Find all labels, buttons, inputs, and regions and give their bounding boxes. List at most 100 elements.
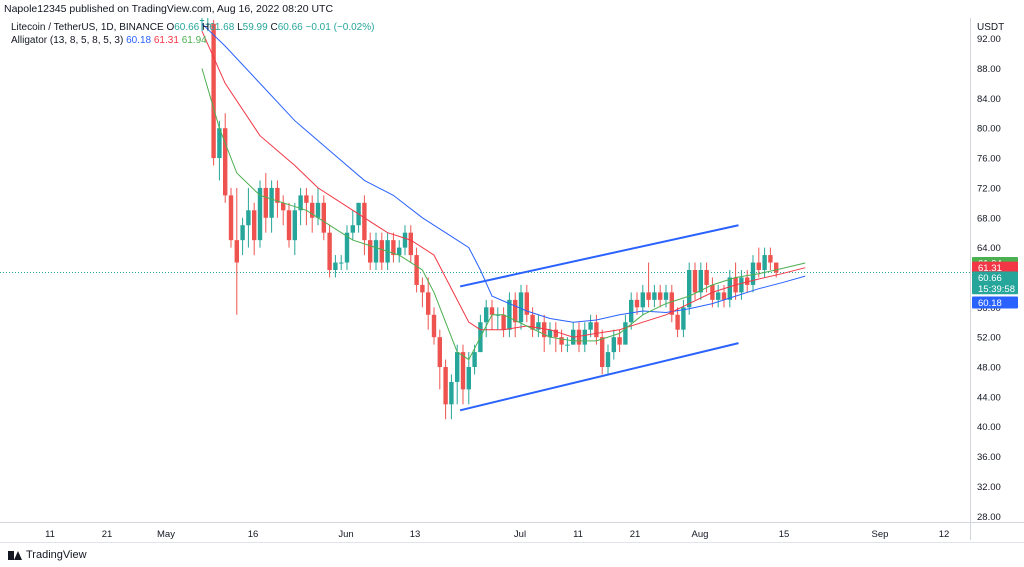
candle (658, 284, 663, 308)
candle (750, 255, 756, 293)
candle-body (379, 240, 384, 263)
candle (292, 202, 297, 256)
candle-body (646, 292, 651, 300)
candle-body (298, 195, 303, 211)
candle-body (675, 314, 680, 330)
candle (484, 299, 489, 338)
candle (507, 292, 512, 338)
candle (362, 195, 367, 256)
x-tick-label: 21 (630, 529, 641, 540)
candle (286, 202, 292, 248)
candle (408, 225, 413, 263)
candle (605, 344, 611, 375)
candle-body (750, 262, 756, 285)
tradingview-logo[interactable]: TradingView (8, 549, 87, 561)
candle (669, 284, 674, 323)
close-label: C (270, 22, 278, 33)
candle (339, 255, 344, 270)
y-tick-label: 68.00 (977, 213, 1001, 224)
teeth-value: 61.31 (153, 35, 179, 46)
candle (733, 262, 738, 300)
candle-body (246, 210, 251, 226)
candle (252, 202, 257, 256)
candle-body (211, 23, 216, 159)
x-tick-label: 21 (102, 529, 113, 540)
candle-body (484, 307, 489, 323)
candle-body (559, 337, 564, 345)
candle (455, 344, 460, 405)
currency-label: USDT (977, 22, 1004, 33)
candle (623, 314, 628, 345)
candle-body (536, 322, 541, 330)
jaw-value: 60.18 (126, 35, 152, 46)
y-tick-label: 88.00 (977, 64, 1001, 75)
candle-body (762, 255, 767, 270)
candle (426, 277, 431, 330)
candle (437, 329, 442, 390)
y-tick-label: 64.00 (977, 243, 1001, 254)
candle-body (437, 337, 442, 368)
candle-body (629, 299, 634, 323)
candle (716, 284, 721, 308)
candle (217, 120, 222, 181)
candle-body (286, 210, 292, 241)
candle (321, 195, 326, 241)
channel-upper-line (459, 224, 739, 288)
alligator-legend[interactable]: Alligator (13, 8, 5, 8, 5, 3) 60.18 61.3… (11, 35, 207, 46)
candle-body (745, 277, 750, 285)
candle (228, 187, 234, 248)
candle-body (408, 232, 413, 256)
y-tick-label: 48.00 (977, 363, 1001, 374)
y-tick-label: 72.00 (977, 183, 1001, 194)
candle (431, 307, 437, 345)
candle-body (553, 329, 558, 338)
candle-body (669, 292, 674, 315)
candle (745, 270, 750, 293)
candle (582, 322, 587, 353)
candle-body (687, 270, 692, 308)
x-tick-label: Jul (514, 529, 526, 540)
price-axis-label: 15:39:58 (972, 282, 1018, 295)
candle-body (698, 270, 703, 293)
candle (211, 20, 216, 166)
candle (513, 292, 518, 338)
candle-body (443, 367, 448, 405)
candle-body (397, 247, 402, 256)
candle (542, 314, 547, 353)
candle (275, 180, 280, 218)
candle-body (234, 240, 239, 263)
candle-body (472, 352, 477, 368)
x-tick-label: 11 (573, 529, 583, 540)
candle (640, 284, 645, 315)
channel-lower-line (459, 342, 739, 412)
candle (547, 322, 553, 345)
candle (466, 352, 471, 405)
candle-body (692, 270, 698, 293)
indicator-title: Alligator (13, 8, 5, 8, 5, 3) (11, 35, 124, 46)
candle (240, 217, 245, 256)
candle-body (739, 277, 744, 293)
candle-body (501, 314, 506, 330)
candle-body (275, 187, 280, 203)
candle (298, 187, 303, 226)
candle-body (449, 381, 454, 405)
candle (234, 187, 239, 315)
candle (536, 314, 541, 338)
candle (368, 232, 373, 270)
candle (553, 322, 558, 353)
y-tick-label: 28.00 (977, 512, 1001, 523)
candle-body (565, 344, 570, 346)
candle-body (600, 337, 605, 368)
candle-body (640, 292, 645, 308)
candle (698, 262, 703, 300)
candle-body (727, 277, 732, 300)
y-tick-label: 92.00 (977, 34, 1001, 45)
open-label: O (166, 22, 175, 33)
y-tick-label: 52.00 (977, 333, 1001, 344)
candle-body (217, 128, 222, 159)
candle (495, 307, 500, 330)
candle-body (617, 337, 622, 345)
candle-body (199, 20, 205, 21)
candle (646, 262, 651, 308)
